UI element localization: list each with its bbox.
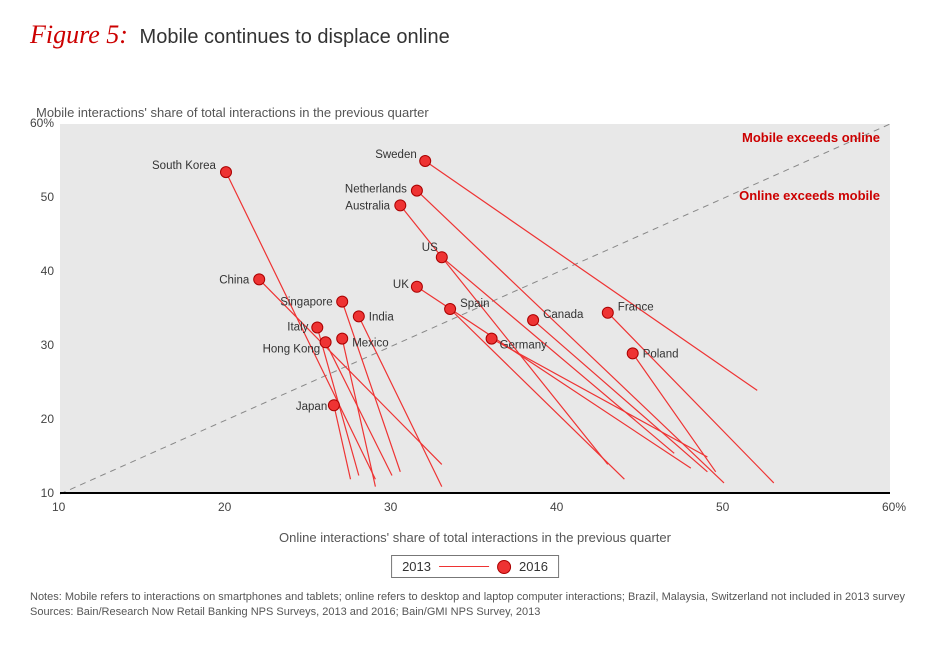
y-tick: 50 xyxy=(14,190,54,204)
x-tick: 50 xyxy=(716,500,729,514)
country-label: Japan xyxy=(296,401,327,413)
legend-line-icon xyxy=(439,566,489,567)
figure-notes: Notes: Mobile refers to interactions on … xyxy=(30,590,920,605)
x-axis-title: Online interactions' share of total inte… xyxy=(0,530,950,545)
country-label: US xyxy=(422,242,438,254)
x-tick: 60% xyxy=(882,500,906,514)
figure-title: Mobile continues to displace online xyxy=(140,26,450,48)
y-tick: 30 xyxy=(14,338,54,352)
region-label-below: Online exceeds mobile xyxy=(739,188,880,203)
country-label: Sweden xyxy=(375,149,417,161)
y-axis-title: Mobile interactions' share of total inte… xyxy=(36,105,429,120)
country-label: Spain xyxy=(460,298,489,310)
legend-start-year: 2013 xyxy=(402,559,431,574)
country-label: China xyxy=(219,274,250,286)
country-label: Australia xyxy=(345,200,390,212)
country-label: South Korea xyxy=(152,160,217,172)
x-tick: 30 xyxy=(384,500,397,514)
x-tick: 10 xyxy=(52,500,65,514)
y-tick: 10 xyxy=(14,486,54,500)
legend: 2013 2016 xyxy=(391,555,559,578)
country-label: Canada xyxy=(543,309,584,321)
x-axis-baseline xyxy=(60,492,890,494)
legend-dot-icon xyxy=(497,560,511,574)
x-tick: 20 xyxy=(218,500,231,514)
x-tick: 40 xyxy=(550,500,563,514)
figure-number: Figure 5: xyxy=(30,20,128,49)
y-tick: 20 xyxy=(14,412,54,426)
country-label: Italy xyxy=(287,322,308,334)
region-label-above: Mobile exceeds online xyxy=(742,130,880,145)
plot-area: South Korea China Sweden Netherlands Austral… xyxy=(60,124,890,494)
figure-footer: Notes: Mobile refers to interactions on … xyxy=(30,590,920,620)
figure-sources: Sources: Bain/Research Now Retail Bankin… xyxy=(30,605,920,620)
country-label: India xyxy=(369,311,395,323)
figure-title-row: Figure 5: Mobile continues to displace o… xyxy=(30,20,920,50)
country-label: Poland xyxy=(643,348,679,360)
legend-end-year: 2016 xyxy=(519,559,548,574)
y-tick: 60% xyxy=(14,116,54,130)
figure-page: Figure 5: Mobile continues to displace o… xyxy=(0,0,950,659)
country-label: France xyxy=(618,302,654,314)
scatter-svg: South Korea China Sweden Netherlands Austral… xyxy=(60,124,890,494)
country-label: Germany xyxy=(500,340,548,352)
country-label: Singapore xyxy=(280,297,332,309)
y-tick: 40 xyxy=(14,264,54,278)
country-label: Netherlands xyxy=(345,184,407,196)
country-label: Hong Kong xyxy=(263,343,321,355)
country-label: Mexico xyxy=(352,338,388,350)
country-label: UK xyxy=(393,279,409,291)
